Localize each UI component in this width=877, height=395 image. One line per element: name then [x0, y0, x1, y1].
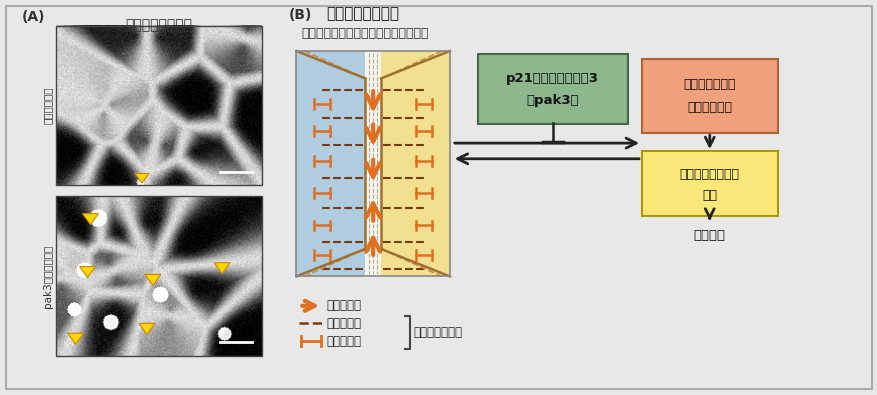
Polygon shape [214, 263, 230, 274]
Polygon shape [80, 267, 96, 278]
Text: コントロール: コントロール [43, 87, 53, 124]
Text: の過剰活性化: の過剰活性化 [687, 102, 731, 114]
Text: アクチンを可視化: アクチンを可視化 [125, 19, 192, 33]
Bar [296, 51, 365, 276]
Bar [296, 51, 449, 276]
Text: ：収縮方向: ：収縮方向 [325, 299, 360, 312]
Text: ：アクチン: ：アクチン [325, 317, 360, 330]
Text: pak3ノックダウン: pak3ノックダウン [43, 244, 53, 308]
Text: アクトミオシンの: アクトミオシンの [679, 168, 739, 181]
Text: p21活性化キナーゼ3: p21活性化キナーゼ3 [506, 72, 599, 85]
FancyBboxPatch shape [477, 54, 627, 124]
Polygon shape [139, 324, 154, 335]
Bar [56, 26, 261, 185]
Polygon shape [135, 173, 149, 183]
Polygon shape [68, 333, 83, 344]
Bar [381, 51, 449, 276]
Text: （アクトミオシンとシグナルの濃縮）: （アクトミオシンとシグナルの濃縮） [301, 27, 428, 40]
Text: 細胞接着面の収縮: 細胞接着面の収縮 [325, 7, 399, 22]
Polygon shape [82, 214, 98, 225]
Polygon shape [145, 275, 160, 286]
Text: アクトミオシン: アクトミオシン [682, 78, 735, 91]
Text: (B): (B) [289, 8, 311, 22]
FancyBboxPatch shape [641, 59, 777, 133]
Text: ：ミオシン: ：ミオシン [325, 335, 360, 348]
Text: 収縮阱害: 収縮阱害 [693, 229, 725, 242]
Text: （pak3）: （pak3） [526, 94, 579, 107]
FancyBboxPatch shape [641, 151, 777, 216]
Text: 解離: 解離 [702, 188, 717, 201]
Bar [365, 51, 381, 276]
Bar [56, 196, 261, 356]
Text: アクトミオシン: アクトミオシン [413, 326, 461, 339]
Text: (A): (A) [22, 9, 46, 24]
